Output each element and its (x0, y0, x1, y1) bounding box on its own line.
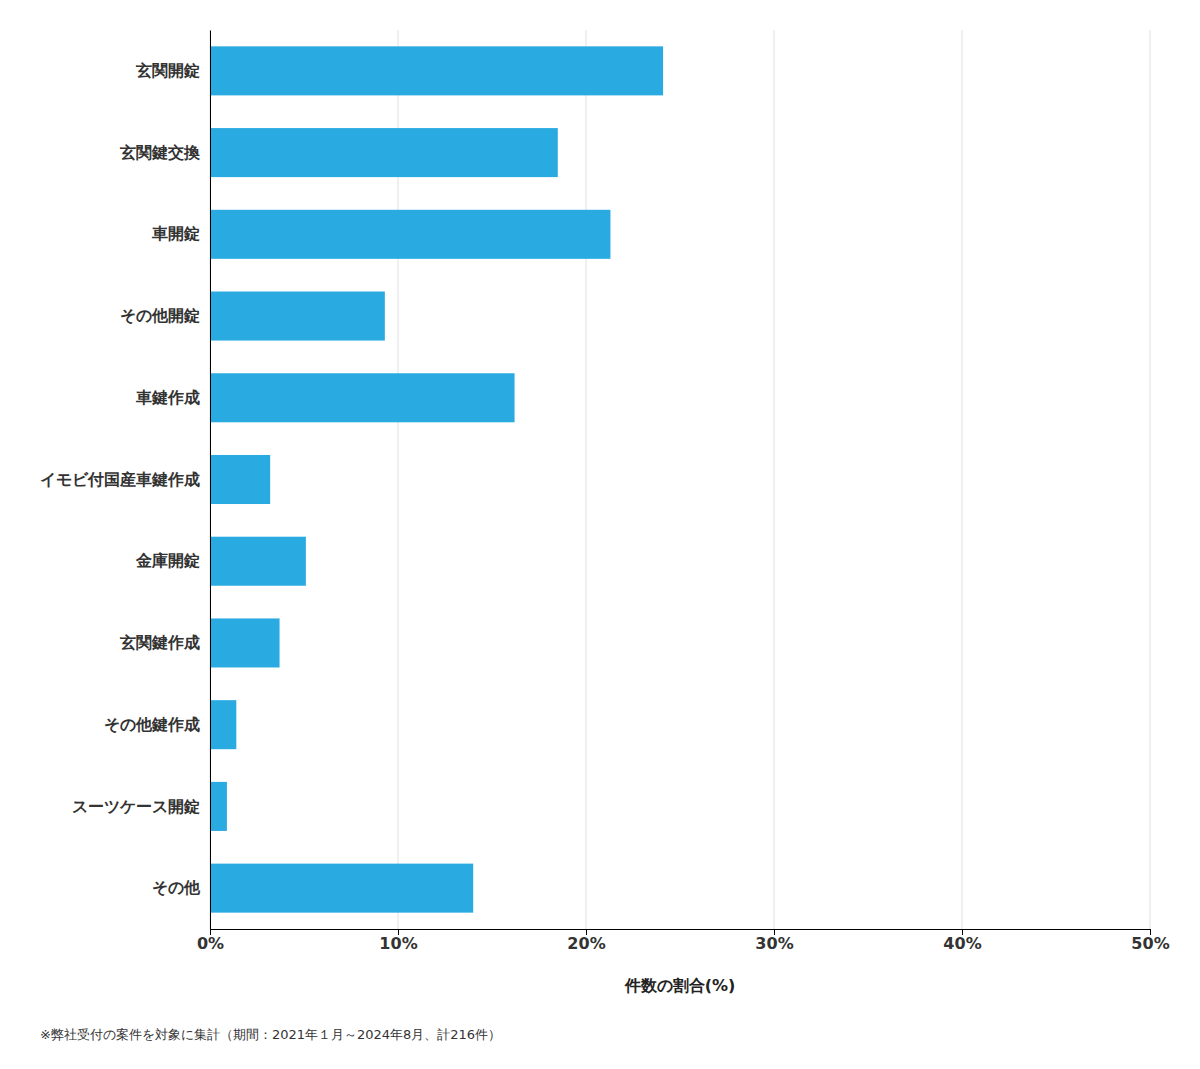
plot: 0% 10% 20% 30% 40% 50% その他 スーツケース開錠 その他鍵作成 玄関鍵作成 金… (40, 30, 1170, 953)
y-tick-label: 金庫開錠 (135, 551, 200, 570)
background (0, 0, 1200, 1069)
y-tick: 玄関鍵交換 (119, 143, 210, 162)
bar (210, 537, 306, 586)
y-tick: 玄関鍵作成 (119, 633, 210, 652)
x-tick: 20% (567, 929, 605, 953)
x-tick-label: 30% (755, 934, 793, 953)
bar (210, 455, 270, 504)
x-tick: 10% (379, 929, 417, 953)
y-tick-label: 車鍵作成 (135, 388, 200, 407)
y-tick: その他鍵作成 (104, 715, 210, 734)
x-tick: 0% (197, 929, 224, 953)
y-axis-line (210, 31, 211, 930)
bar (210, 618, 280, 667)
y-tick: 玄関開錠 (135, 61, 210, 80)
grid-line (210, 30, 211, 929)
bar (210, 210, 610, 259)
bar (210, 128, 558, 177)
bar (210, 46, 663, 95)
y-tick: 金庫開錠 (135, 551, 210, 570)
chart-svg: 0% 10% 20% 30% 40% 50% その他 スーツケース開錠 その他鍵作成 玄関鍵作成 金… (0, 0, 1200, 1069)
x-tick-label: 0% (197, 934, 224, 953)
x-tick: 30% (755, 929, 793, 953)
footnote: ※弊社受付の案件を対象に集計（期間：2021年１月～2024年8月、計216件） (40, 1027, 501, 1042)
y-tick-label: 玄関鍵交換 (119, 143, 201, 162)
grid-line (586, 30, 587, 929)
x-tick: 50% (1131, 929, 1169, 953)
y-tick: スーツケース開錠 (72, 797, 210, 816)
x-tick-label: 10% (379, 934, 417, 953)
y-tick-label: その他鍵作成 (104, 715, 200, 734)
bar (210, 700, 236, 749)
y-tick-label: スーツケース開錠 (72, 797, 200, 816)
bar (210, 782, 227, 831)
x-tick: 40% (943, 929, 981, 953)
grid (210, 30, 1150, 929)
y-tick: その他 (152, 878, 210, 897)
chart-container: 0% 10% 20% 30% 40% 50% その他 スーツケース開錠 その他鍵作成 玄関鍵作成 金… (0, 0, 1200, 1069)
bar (210, 373, 515, 422)
bars (210, 46, 663, 912)
y-axis: その他 スーツケース開錠 その他鍵作成 玄関鍵作成 金庫開錠 イモビ付国産車鍵作成 車鍵作成… (40, 31, 211, 930)
grid-line (774, 30, 775, 929)
y-tick: 車開錠 (151, 224, 210, 243)
x-tick-label: 50% (1131, 934, 1169, 953)
x-axis: 0% 10% 20% 30% 40% 50% (197, 929, 1170, 953)
x-axis-title: 件数の割合(%) (624, 976, 736, 995)
x-tick-label: 20% (567, 934, 605, 953)
grid-line (1150, 30, 1151, 929)
y-tick-label: 車開錠 (151, 224, 200, 243)
x-axis-line (211, 930, 1151, 936)
y-tick-label: イモビ付国産車鍵作成 (40, 470, 200, 489)
y-tick: 車鍵作成 (135, 388, 210, 407)
x-tick-label: 40% (943, 934, 981, 953)
y-tick-label: その他開錠 (120, 306, 200, 325)
y-tick-label: 玄関開錠 (135, 61, 200, 80)
y-tick-label: その他 (152, 878, 201, 897)
y-tick: その他開錠 (120, 306, 210, 325)
bar (210, 864, 473, 913)
bar (210, 292, 385, 341)
y-tick: イモビ付国産車鍵作成 (40, 470, 210, 489)
y-tick-label: 玄関鍵作成 (119, 633, 200, 652)
grid-line (962, 30, 963, 929)
